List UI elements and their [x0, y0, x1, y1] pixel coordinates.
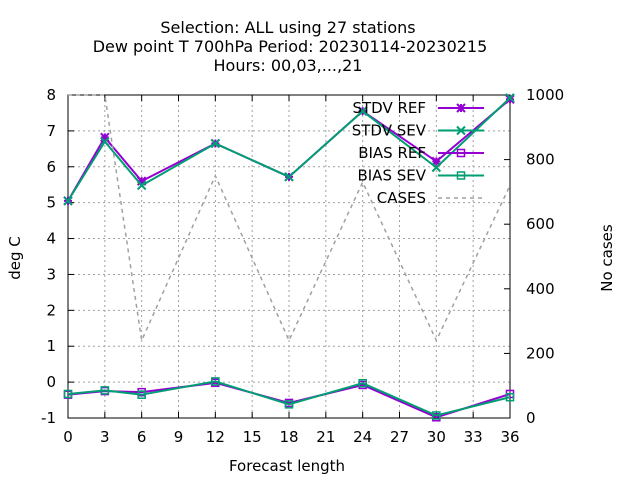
legend-label: CASES — [377, 189, 426, 207]
series-cases — [68, 94, 511, 344]
x-tick-label: 27 — [390, 428, 409, 446]
data-point — [358, 378, 367, 388]
data-point — [136, 180, 147, 191]
legend-label: BIAS REF — [358, 144, 426, 162]
x-tick-label: 21 — [316, 428, 335, 446]
y2-tick-label: 1000 — [526, 86, 564, 104]
data-point — [505, 94, 515, 105]
title-line-2: Dew point T 700hPa Period: 20230114-2023… — [93, 37, 488, 56]
x-tick-label: 18 — [279, 428, 298, 446]
legend-marker — [456, 103, 466, 113]
x-tick-label: 6 — [137, 428, 147, 446]
y2-axis-label: No cases — [598, 224, 616, 292]
legend-marker — [456, 171, 466, 180]
y2-tick-label: 0 — [526, 409, 536, 427]
y-tick-label: 8 — [46, 86, 56, 104]
data-point — [100, 132, 110, 143]
legend-marker — [456, 148, 466, 158]
series-stdv-sev — [63, 93, 515, 206]
y-tick-label: 1 — [46, 337, 56, 355]
legend-item: STDV SEV — [352, 122, 484, 140]
legend-item: BIAS SEV — [357, 167, 484, 185]
legend-label: STDV REF — [352, 99, 426, 117]
legend-label: STDV SEV — [352, 122, 427, 140]
title-line-1: Selection: ALL using 27 stations — [160, 18, 415, 37]
series-bias-sev — [63, 377, 515, 420]
data-point — [63, 196, 73, 206]
x-tick-label: 30 — [427, 428, 446, 446]
x-tick-label: 12 — [206, 428, 225, 446]
y-tick-label: -1 — [41, 409, 56, 427]
data-point — [431, 156, 442, 167]
y-tick-label: 2 — [46, 301, 56, 319]
y-tick-label: 0 — [46, 373, 56, 391]
y2-tick-label: 600 — [526, 215, 555, 233]
data-point — [211, 377, 220, 386]
legend: STDV REF STDV SEV BIAS REF BIAS SEV CASES — [352, 99, 484, 207]
legend-item: CASES — [377, 189, 484, 207]
x-tick-label: 24 — [353, 428, 372, 446]
x-tick-label: 36 — [500, 428, 519, 446]
y-tick-label: 5 — [46, 194, 56, 212]
data-point — [432, 411, 441, 420]
x-tick-label: 3 — [100, 428, 110, 446]
x-tick-label: 33 — [464, 428, 483, 446]
legend-label: BIAS SEV — [357, 167, 426, 185]
data-point — [100, 136, 110, 147]
series-line — [67, 380, 511, 417]
axes: 0 3 6 9 12 15 18 21 24 27 30 33 36-10123456780200400… — [41, 86, 564, 446]
y2-tick-label: 800 — [526, 151, 555, 169]
y-tick-label: 7 — [46, 122, 56, 140]
x-tick-label: 0 — [63, 428, 73, 446]
plot-area — [63, 93, 515, 422]
data-point — [284, 172, 294, 182]
data-point — [431, 162, 442, 173]
data-point — [63, 389, 73, 399]
legend-item: STDV REF — [352, 99, 484, 117]
grid — [68, 95, 510, 418]
data-point — [137, 390, 146, 399]
series-line — [68, 94, 511, 344]
y-tick-label: 3 — [46, 265, 56, 283]
chart-title: Selection: ALL using 27 stations Dew poi… — [93, 18, 488, 75]
y-tick-label: 4 — [46, 230, 56, 248]
data-point — [505, 93, 515, 103]
y2-tick-label: 200 — [526, 344, 555, 362]
x-tick-label: 9 — [174, 428, 184, 446]
data-point — [357, 106, 368, 116]
data-point — [284, 400, 294, 409]
series-line — [67, 97, 511, 202]
data-point — [505, 392, 515, 402]
data-point — [100, 386, 110, 395]
y-tick-label: 6 — [46, 158, 56, 176]
legend-marker — [456, 125, 466, 136]
title-line-3: Hours: 00,03,...,21 — [214, 56, 363, 75]
data-point — [136, 176, 147, 186]
x-axis-label: Forecast length — [229, 457, 345, 475]
x-tick-label: 15 — [243, 428, 262, 446]
y2-tick-label: 400 — [526, 280, 555, 298]
y-axis-label: deg C — [6, 236, 24, 280]
data-point — [210, 138, 221, 149]
legend-item: BIAS REF — [358, 144, 484, 162]
